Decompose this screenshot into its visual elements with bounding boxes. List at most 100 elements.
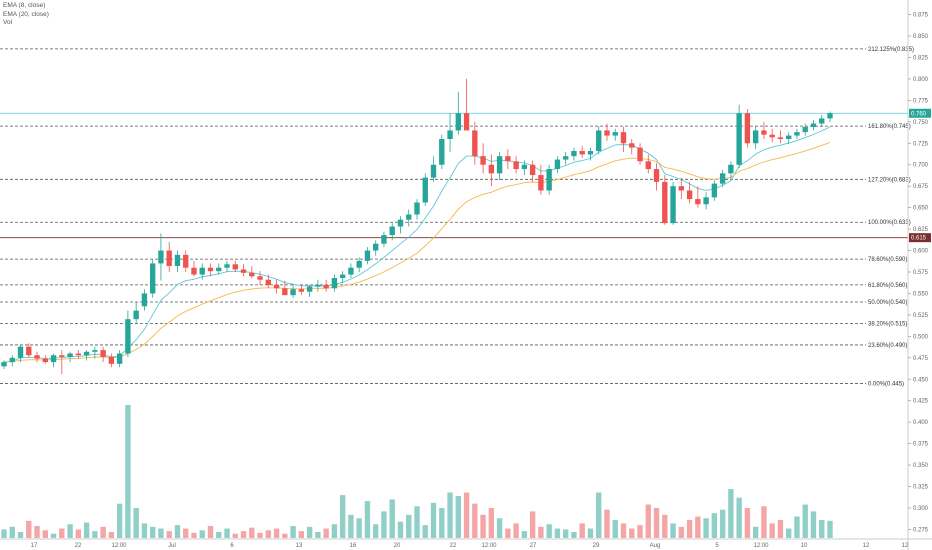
ema20-line: [3, 141, 831, 363]
price-tick-label: 0.475: [913, 356, 929, 362]
candle-body: [670, 186, 676, 224]
volume-bar: [339, 495, 346, 538]
candle-body: [26, 346, 32, 356]
volume-bar: [125, 405, 131, 538]
volume-bar: [662, 514, 668, 538]
price-tick-label: 0.725: [913, 141, 929, 147]
candle-body: [298, 289, 305, 292]
volume-bar: [529, 511, 536, 538]
volume-bars: [1, 405, 833, 538]
volume-bar: [249, 527, 255, 538]
candle-body: [92, 350, 98, 352]
price-tick-label: 0.450: [913, 377, 929, 383]
candle-body: [273, 284, 280, 289]
candle-body: [232, 264, 238, 270]
volume-bar: [9, 526, 15, 538]
candle-body: [199, 267, 205, 275]
volume-bar: [678, 526, 685, 538]
candle-body: [546, 169, 552, 191]
volume-bar: [554, 528, 561, 538]
fib-level-label: 0.00%(0.445): [868, 382, 904, 388]
candle-body: [728, 164, 734, 174]
volume-bar: [265, 530, 272, 538]
legend-ema8: EMA (8, close): [3, 2, 46, 9]
candle-body: [422, 177, 428, 203]
ema8-line: [3, 126, 831, 363]
candle-body: [42, 358, 48, 363]
volume-bar: [472, 503, 478, 538]
candle-body: [381, 235, 387, 244]
candle-body: [472, 130, 478, 157]
candle-body: [819, 118, 825, 124]
volume-bar: [686, 519, 693, 538]
volume-bar: [777, 519, 784, 538]
time-tick-label: 27: [530, 543, 537, 549]
fib-level-label: 100.00%(0.633): [868, 220, 911, 226]
candle-body: [480, 156, 486, 165]
candle-body: [620, 132, 627, 144]
candle-body: [653, 169, 660, 182]
volume-bar: [348, 514, 354, 538]
volume-bar: [579, 523, 585, 538]
volume-bar: [786, 528, 792, 538]
candle-body: [439, 139, 445, 165]
candle-body: [207, 267, 214, 272]
volume-bar: [629, 528, 635, 538]
level-price-label: 0.615: [911, 236, 927, 242]
volume-bar: [703, 518, 709, 538]
candle-body: [356, 260, 362, 268]
volume-bar: [463, 492, 470, 538]
volume-bar: [26, 520, 32, 538]
legend-vol: Vol: [3, 19, 13, 26]
volume-bar: [612, 519, 618, 538]
volume-bar: [116, 503, 123, 538]
price-tick-label: 0.850: [913, 34, 929, 40]
volume-bar: [546, 524, 552, 538]
candle-body: [629, 143, 635, 148]
candle-body: [59, 355, 65, 357]
price-tick-label: 0.600: [913, 249, 929, 255]
candlesticks: [1, 78, 833, 375]
time-tick-label: 22: [450, 543, 457, 549]
candle-body: [662, 181, 668, 224]
price-tick-label: 0.575: [913, 270, 929, 276]
volume-bar: [637, 525, 643, 538]
candle-body: [141, 293, 148, 307]
candle-body: [174, 254, 181, 266]
volume-bar: [596, 492, 602, 538]
fib-level-label: 23.60%(0.490): [868, 343, 907, 349]
price-tick-label: 0.350: [913, 463, 929, 469]
price-tick-label: 0.825: [913, 55, 929, 61]
volume-bar: [174, 525, 181, 538]
candle-body: [249, 272, 255, 277]
candle-body: [149, 263, 156, 294]
candle-body: [389, 226, 395, 236]
fib-level-label: 78.60%(0.590): [868, 257, 907, 263]
candle-body: [538, 175, 544, 191]
price-tick-label: 0.375: [913, 442, 929, 448]
price-tick-label: 0.775: [913, 98, 929, 104]
volume-bar: [232, 533, 238, 538]
price-tick-label: 0.300: [913, 506, 929, 512]
volume-bar: [604, 509, 610, 538]
volume-bar: [42, 530, 48, 538]
candle-body: [75, 353, 82, 356]
candle-body: [339, 274, 346, 279]
volume-bar: [480, 514, 486, 538]
volume-bar: [819, 519, 825, 538]
candle-body: [414, 202, 420, 215]
time-tick-label: 20: [394, 543, 401, 549]
volume-bar: [373, 524, 379, 538]
time-axis: 17 22 12:00 Jul 6 13 16 20 22 12:00 27 29 Aug 5 12:00 1…: [31, 543, 909, 549]
price-tick-label: 0.650: [913, 206, 929, 212]
candle-body: [158, 250, 164, 264]
volume-bar: [216, 531, 222, 538]
candle-body: [529, 164, 536, 176]
volume-bar: [1, 529, 7, 538]
candle-body: [125, 319, 131, 354]
time-tick-label: Jul: [168, 543, 176, 549]
volume-bar: [323, 528, 329, 538]
candle-body: [430, 164, 437, 178]
volume-bar: [521, 531, 528, 538]
